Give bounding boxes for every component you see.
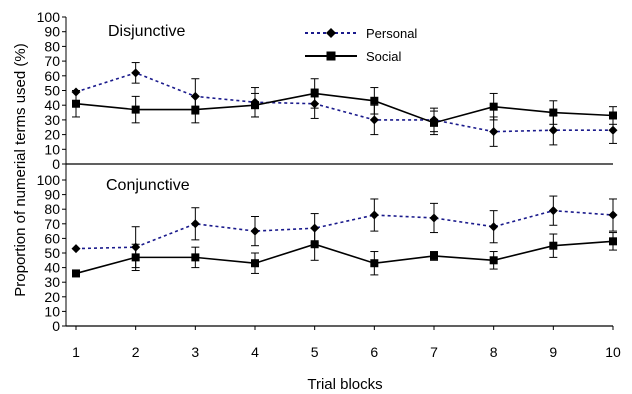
data-point-social <box>72 99 80 108</box>
data-point-social <box>489 102 498 111</box>
panel-title-conjunctive: Conjunctive <box>106 177 190 194</box>
data-point-social <box>191 253 200 262</box>
x-tick-label: 4 <box>251 344 259 360</box>
data-point-personal <box>369 210 379 220</box>
data-point-personal <box>489 222 499 232</box>
data-point-personal <box>489 127 499 137</box>
y-tick-label: 40 <box>44 260 60 276</box>
x-tick-label: 9 <box>549 344 557 360</box>
y-tick-label: 0 <box>52 318 60 334</box>
legend-label-social: Social <box>366 49 402 64</box>
y-tick-label: 60 <box>44 230 60 246</box>
panel-disjunctive <box>71 62 618 147</box>
data-point-social <box>370 259 379 268</box>
y-tick-label: 100 <box>37 9 61 25</box>
plot-area <box>71 62 618 278</box>
y-tick-label: 10 <box>44 303 60 319</box>
x-tick-label: 3 <box>191 344 199 360</box>
x-tick-label: 10 <box>605 344 621 360</box>
legend: Personal Social <box>305 26 417 64</box>
data-point-personal <box>548 206 558 216</box>
data-point-social <box>430 118 438 127</box>
x-tick-label: 2 <box>132 344 140 360</box>
x-tick-label: 1 <box>72 344 80 360</box>
x-tick-label: 5 <box>311 344 319 360</box>
y-tick-label: 40 <box>44 97 60 113</box>
panel-conjunctive <box>71 195 618 278</box>
data-point-social <box>549 108 558 117</box>
data-point-personal <box>429 213 439 223</box>
y-tick-label: 30 <box>44 112 60 128</box>
data-point-social <box>131 253 140 262</box>
y-tick-label: 20 <box>44 127 60 143</box>
y-tick-label: 50 <box>44 83 60 99</box>
data-point-social <box>72 269 80 278</box>
data-point-social <box>489 256 498 265</box>
y-tick-label: 30 <box>44 274 60 290</box>
series-line-personal <box>75 72 613 133</box>
data-point-personal <box>71 244 81 254</box>
data-point-social <box>251 259 259 268</box>
y-tick-label: 70 <box>44 53 60 69</box>
data-point-social <box>191 105 200 114</box>
legend-label-personal: Personal <box>366 26 417 41</box>
data-point-social <box>251 101 259 110</box>
legend-marker-personal <box>326 28 336 38</box>
x-tick-label: 8 <box>490 344 498 360</box>
data-point-social <box>609 111 617 120</box>
y-axis-label: Proportion of numerial terms used (%) <box>12 43 29 296</box>
panel-title-disjunctive: Disjunctive <box>108 23 185 40</box>
x-tick-label: 7 <box>430 344 438 360</box>
y-tick-label: 100 <box>37 172 61 188</box>
y-tick-label: 80 <box>44 38 60 54</box>
y-tick-label: 90 <box>44 187 60 203</box>
y-tick-label: 50 <box>44 245 60 261</box>
series-line-social <box>75 240 614 275</box>
y-tick-label: 60 <box>44 68 60 84</box>
series-line-social <box>75 92 614 124</box>
data-point-personal <box>608 210 618 220</box>
y-tick-label: 0 <box>52 156 60 172</box>
series-line-personal <box>75 209 614 250</box>
y-tick-label: 90 <box>44 24 60 40</box>
data-point-personal <box>190 219 200 229</box>
data-point-social <box>370 96 379 105</box>
data-point-social <box>310 240 319 249</box>
y-tick-label: 10 <box>44 141 60 157</box>
data-point-social <box>310 89 319 98</box>
data-point-social <box>609 237 617 246</box>
data-point-personal <box>608 125 618 135</box>
data-point-social <box>549 241 558 250</box>
data-point-personal <box>131 68 141 78</box>
data-point-social <box>430 251 438 260</box>
data-point-personal <box>369 115 379 125</box>
y-tick-label: 80 <box>44 201 60 217</box>
y-tick-label: 20 <box>44 289 60 305</box>
x-tick-label: 6 <box>370 344 378 360</box>
x-axis-label: Trial blocks <box>307 376 382 393</box>
axes: 0102030405060708090100010203040506070809… <box>37 9 621 360</box>
y-tick-label: 70 <box>44 216 60 232</box>
data-point-personal <box>250 226 260 236</box>
legend-marker-social <box>326 51 336 61</box>
data-point-personal <box>548 125 558 135</box>
data-point-social <box>131 105 140 114</box>
